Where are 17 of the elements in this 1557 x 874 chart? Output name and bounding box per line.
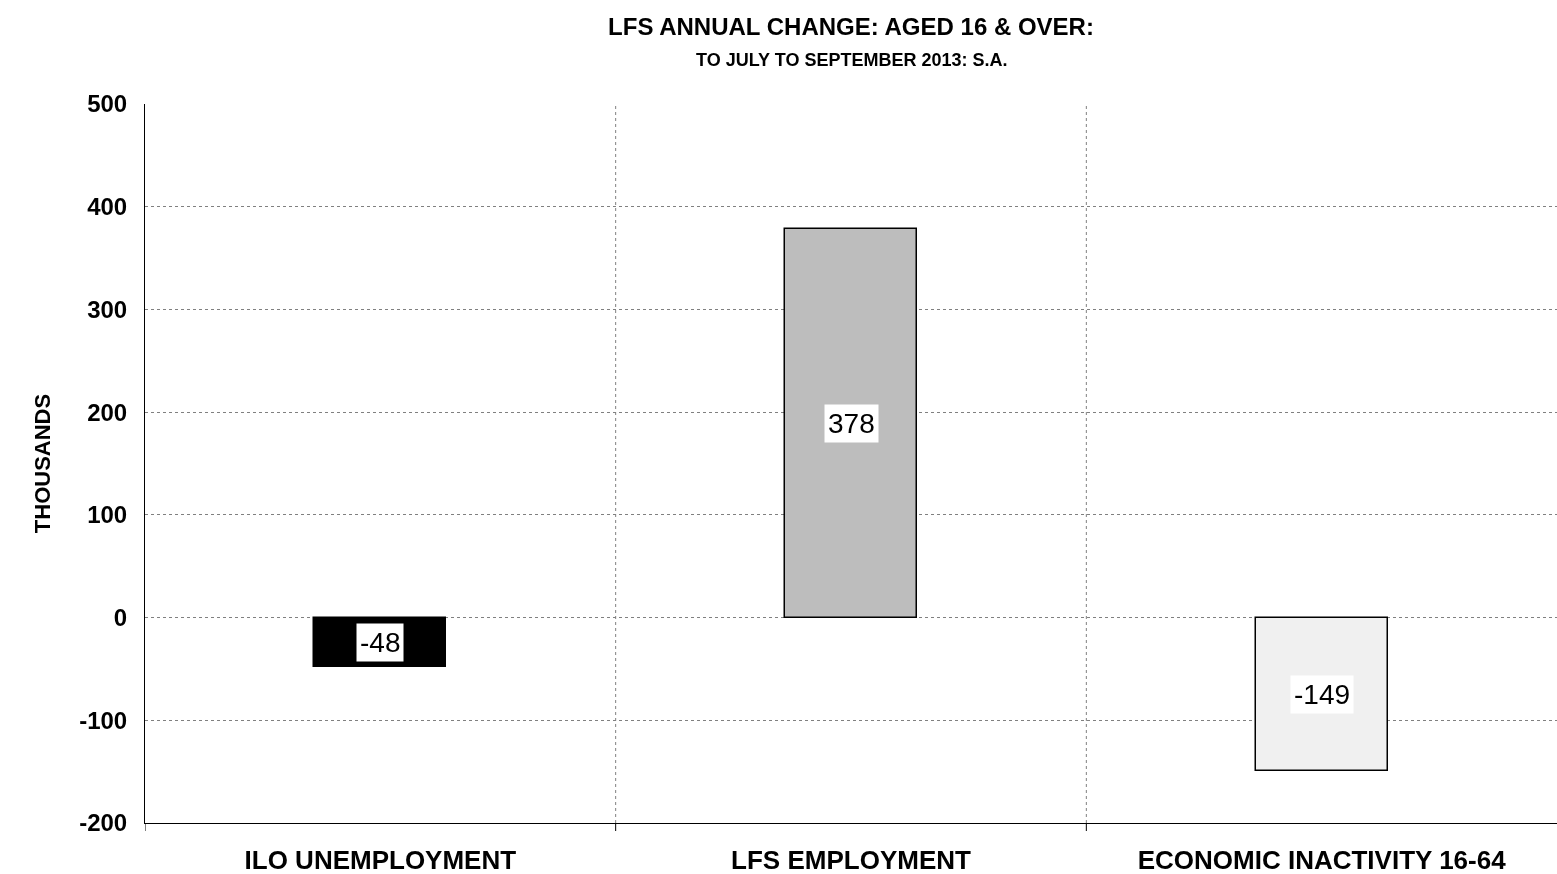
y-axis-title: THOUSANDS (29, 393, 55, 534)
y-tick-label: -200 (79, 809, 128, 837)
data-label: -48 (360, 627, 401, 658)
x-tick-label: ILO UNEMPLOYMENT (244, 845, 517, 874)
y-tick-label: 0 (113, 603, 128, 631)
y-tick-label: 200 (87, 398, 128, 426)
data-label: 378 (828, 408, 875, 439)
y-tick-label: -100 (79, 706, 128, 734)
y-tick-label: 100 (87, 501, 128, 529)
y-tick-label: 500 (87, 90, 128, 118)
x-tick-label: ECONOMIC INACTIVITY 16-64 (1137, 845, 1507, 874)
y-tick-label: 400 (87, 193, 128, 221)
chart-subtitle: TO JULY TO SEPTEMBER 2013: S.A. (696, 50, 1008, 70)
x-tick-label: LFS EMPLOYMENT (731, 845, 971, 874)
data-label: -149 (1294, 679, 1351, 710)
chart-title: LFS ANNUAL CHANGE: AGED 16 & OVER: (608, 13, 1094, 41)
y-tick-label: 300 (87, 295, 128, 323)
